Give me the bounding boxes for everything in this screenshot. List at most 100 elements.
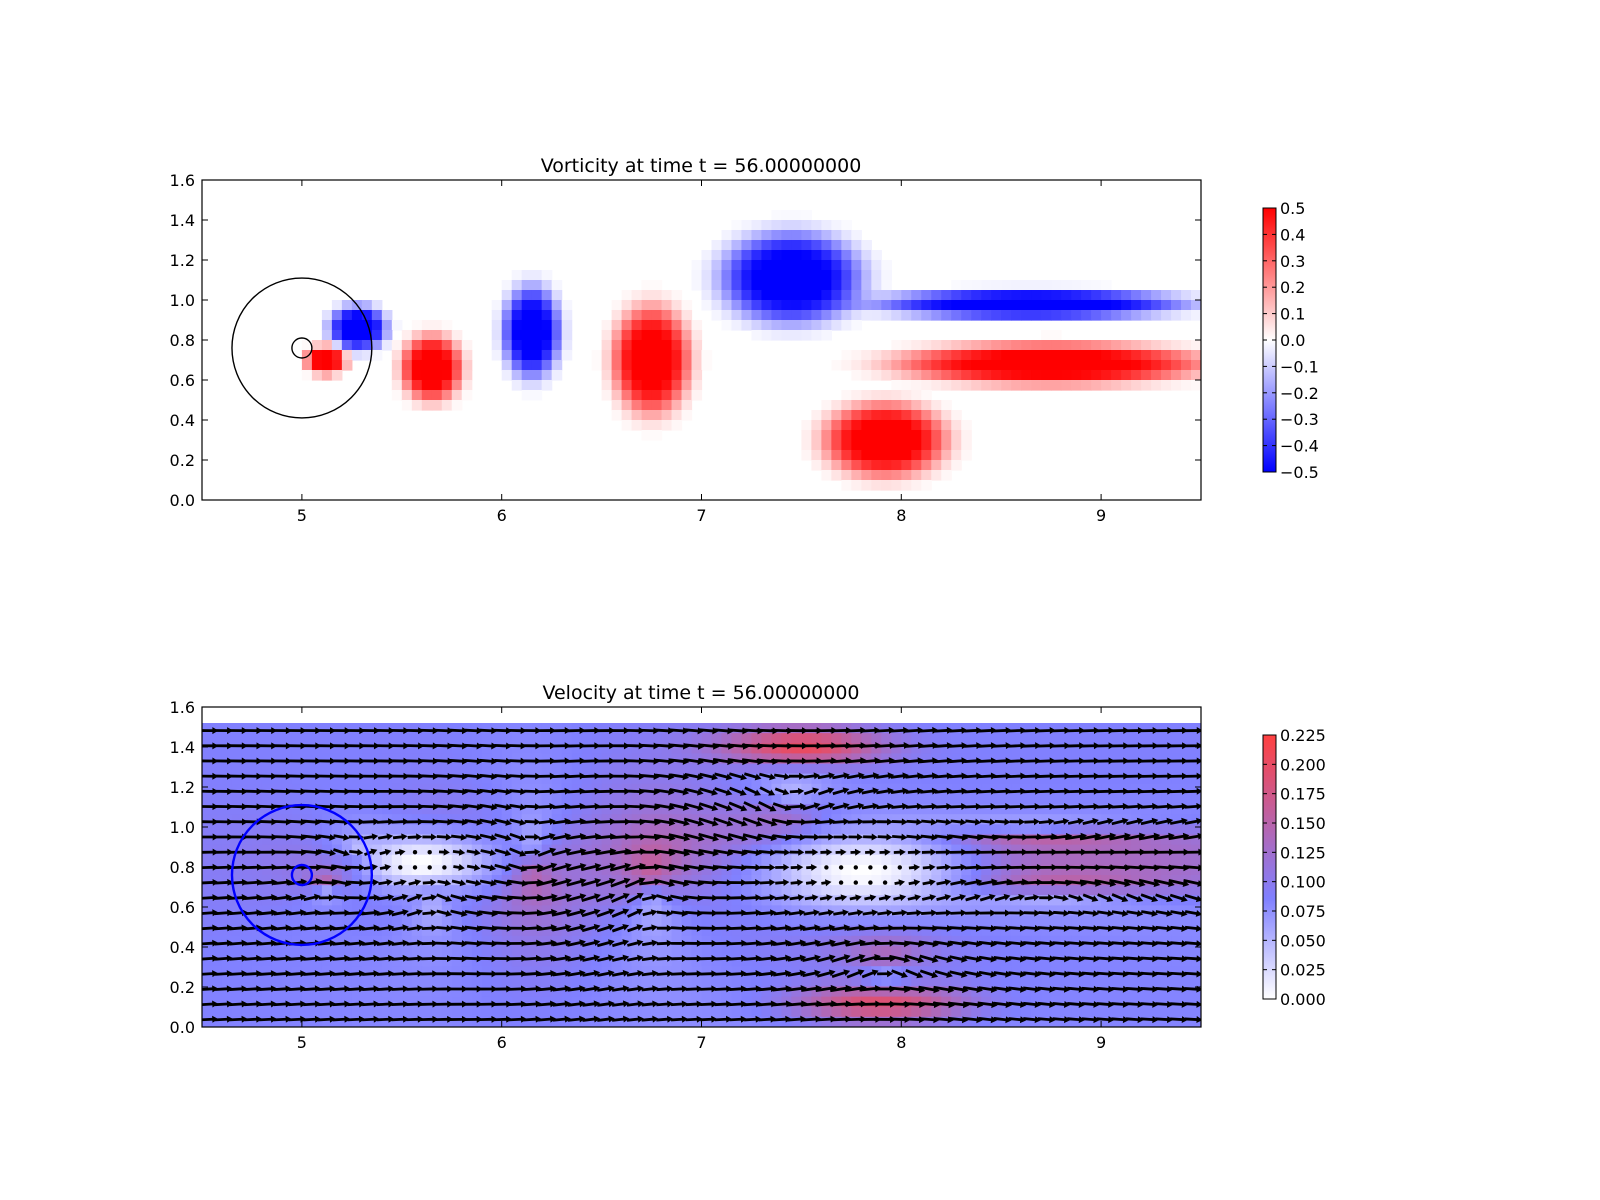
velocity-arrow <box>464 818 483 826</box>
velocity-cell <box>791 773 802 785</box>
velocity-arrow <box>202 863 219 871</box>
velocity-arrow <box>302 818 322 826</box>
velocity-cell <box>1161 783 1172 795</box>
velocity-cell <box>391 895 403 906</box>
velocity-cell <box>651 895 663 906</box>
vorticity-cell <box>641 340 653 351</box>
velocity-cell <box>1051 915 1062 927</box>
velocity-cell <box>371 925 383 937</box>
velocity-cell <box>681 1016 693 1027</box>
velocity-arrow <box>391 742 410 750</box>
velocity-arrow <box>876 802 894 810</box>
velocity-cell <box>771 793 783 805</box>
velocity-cell <box>661 875 673 886</box>
velocity-cell <box>551 753 563 765</box>
vorticity-cell <box>841 310 852 321</box>
velocity-cell <box>811 945 822 957</box>
velocity-cell <box>431 783 443 795</box>
velocity-cell <box>421 976 433 988</box>
velocity-arrow <box>853 880 858 885</box>
velocity-cell <box>551 814 563 825</box>
velocity-cell <box>1011 945 1022 957</box>
velocity-cell <box>961 834 972 846</box>
velocity-cell <box>831 935 842 947</box>
velocity-cell <box>391 733 403 744</box>
velocity-cell <box>651 885 663 896</box>
velocity-cell <box>851 783 862 795</box>
vorticity-cell <box>811 440 822 451</box>
velocity-cell <box>791 783 802 795</box>
vorticity-cell <box>501 360 513 371</box>
velocity-cell <box>1171 895 1182 906</box>
vorticity-cell <box>451 360 463 371</box>
velocity-arrow <box>626 893 644 904</box>
velocity-cell <box>1031 743 1042 754</box>
vorticity-cell <box>511 370 523 381</box>
vorticity-cell <box>1091 380 1102 391</box>
vorticity-cell <box>711 280 723 291</box>
velocity-cell <box>301 986 313 998</box>
velocity-cell <box>791 945 802 957</box>
vorticity-cell <box>771 270 783 281</box>
velocity-cell <box>961 986 972 998</box>
vorticity-cell <box>541 300 553 311</box>
vorticity-cell <box>691 370 703 381</box>
velocity-cell <box>981 945 992 957</box>
velocity-cell <box>761 956 773 967</box>
velocity-cell <box>671 1006 683 1018</box>
velocity-cell <box>341 895 353 906</box>
velocity-cell <box>921 804 932 815</box>
vorticity-cell <box>1011 370 1022 381</box>
velocity-cell <box>661 864 673 876</box>
velocity-cell <box>1041 1016 1052 1027</box>
velocity-cell <box>1021 753 1032 765</box>
velocity-cell <box>831 996 842 1008</box>
velocity-arrow <box>582 757 601 765</box>
velocity-cell <box>301 925 313 937</box>
velocity-cell <box>881 1016 892 1027</box>
velocity-cell <box>561 956 573 967</box>
velocity-cell <box>861 733 872 744</box>
vorticity-cell <box>561 340 573 351</box>
velocity-cell <box>361 1006 373 1018</box>
vorticity-cell <box>531 390 543 401</box>
velocity-arrow <box>683 817 705 827</box>
velocity-cell <box>881 864 892 876</box>
velocity-cell <box>231 864 243 876</box>
velocity-cell <box>461 723 473 734</box>
velocity-cell <box>741 875 753 886</box>
velocity-cell <box>441 733 453 744</box>
velocity-cell <box>601 966 613 977</box>
velocity-cell <box>651 793 663 805</box>
velocity-cell <box>731 915 743 927</box>
velocity-cell <box>501 885 513 896</box>
velocity-cell <box>881 814 892 825</box>
vorticity-cell <box>951 380 962 391</box>
velocity-arrow <box>611 757 631 765</box>
velocity-arrow <box>581 802 601 810</box>
velocity-arrow <box>521 863 544 871</box>
velocity-cell <box>861 915 872 927</box>
velocity-arrow <box>202 924 219 932</box>
velocity-cell <box>531 804 543 815</box>
velocity-cell <box>571 763 583 775</box>
vorticity-cell <box>391 390 403 401</box>
velocity-cell <box>431 935 443 947</box>
velocity-cell <box>1071 783 1082 795</box>
velocity-cell <box>661 905 673 917</box>
vorticity-cell <box>981 300 992 311</box>
velocity-cell <box>861 976 872 988</box>
vorticity-cell <box>891 440 902 451</box>
velocity-cell <box>351 854 363 866</box>
vorticity-ytick-label: 1.0 <box>170 291 195 310</box>
vorticity-cell <box>881 460 892 471</box>
velocity-arrow <box>507 879 529 887</box>
vorticity-cell <box>331 370 343 381</box>
velocity-arrow <box>803 787 820 796</box>
velocity-arrow <box>408 879 422 886</box>
velocity-cell <box>351 783 363 795</box>
velocity-cell <box>391 864 403 876</box>
velocity-cell <box>1131 956 1142 967</box>
velocity-arrow <box>728 801 748 812</box>
vorticity-cell <box>661 390 673 401</box>
